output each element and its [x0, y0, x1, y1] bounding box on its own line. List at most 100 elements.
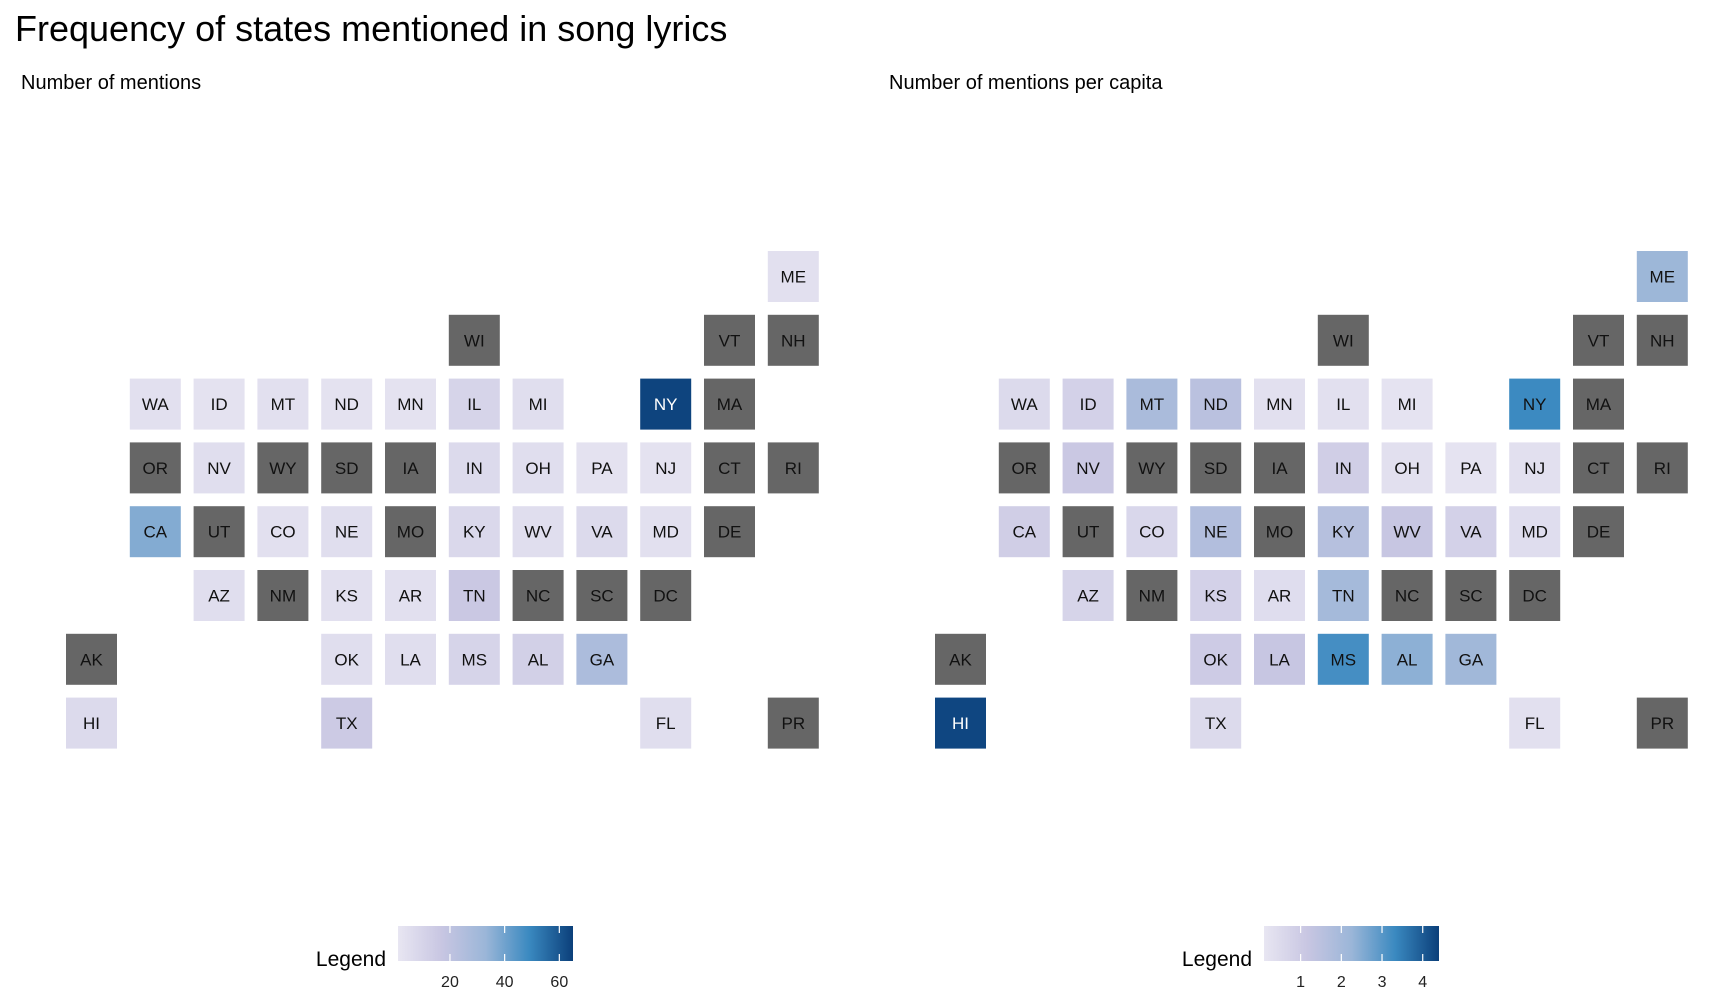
tile-label-wi: WI [464, 331, 485, 350]
tile-az [1062, 570, 1114, 621]
tile-label-ok: OK [334, 650, 359, 669]
tile-label-ok: OK [1203, 650, 1228, 669]
tile-ny [640, 378, 692, 430]
tile-hi [66, 697, 117, 749]
tile-label-oh: OH [1394, 459, 1420, 478]
tile-label-mn: MN [397, 395, 423, 414]
tile-label-ct: CT [718, 459, 741, 478]
tile-label-wv: WV [1393, 523, 1421, 542]
tile-nj [1509, 442, 1561, 494]
tile-ks [1190, 570, 1242, 621]
tile-ut [1062, 506, 1114, 558]
tile-az [193, 570, 245, 621]
tile-label-in: IN [466, 459, 483, 478]
tile-label-nv: NV [207, 459, 231, 478]
legend-tick-label: 60 [550, 974, 568, 991]
tile-label-nc: NC [1395, 587, 1420, 606]
tile-mn [385, 378, 436, 430]
tile-label-nd: ND [334, 395, 359, 414]
tile-label-il: IL [467, 395, 481, 414]
tile-nj [640, 442, 692, 494]
tile-in [448, 442, 500, 494]
tile-label-ks: KS [335, 587, 358, 606]
tile-wv [512, 506, 564, 558]
tile-label-pa: PA [1460, 459, 1482, 478]
tile-label-pr: PR [1650, 714, 1674, 733]
tile-ct [1573, 442, 1624, 494]
tile-fl [1509, 697, 1561, 749]
tile-label-ar: AR [399, 587, 423, 606]
tile-label-co: CO [270, 523, 296, 542]
tile-label-me: ME [781, 268, 807, 287]
tile-label-ms: MS [1331, 650, 1357, 669]
tile-label-oh: OH [525, 459, 551, 478]
tile-label-il: IL [1336, 395, 1350, 414]
tile-ne [1190, 506, 1242, 558]
tile-me [1636, 251, 1688, 302]
tile-wi [1317, 314, 1369, 366]
tile-label-mi: MI [1398, 395, 1417, 414]
tile-ok [321, 633, 373, 685]
tile-label-tn: TN [1332, 587, 1355, 606]
tile-label-sc: SC [590, 587, 614, 606]
tile-mi [1381, 378, 1433, 430]
tile-md [1509, 506, 1561, 558]
tile-label-ne: NE [1204, 523, 1228, 542]
tile-label-al: AL [1397, 650, 1418, 669]
tile-label-va: VA [1460, 523, 1482, 542]
tile-ma [1573, 378, 1624, 430]
tile-label-mo: MO [397, 523, 424, 542]
tile-il [1317, 378, 1369, 430]
tile-label-ny: NY [654, 395, 678, 414]
tile-label-pr: PR [781, 714, 805, 733]
tile-tn [1317, 570, 1369, 621]
tile-label-ms: MS [462, 650, 488, 669]
tile-label-nd: ND [1203, 395, 1228, 414]
tile-vt [704, 314, 755, 366]
tile-label-mo: MO [1266, 523, 1293, 542]
tile-label-ma: MA [717, 395, 743, 414]
tile-pa [576, 442, 628, 494]
tile-label-mt: MT [1140, 395, 1165, 414]
tile-label-wy: WY [1138, 459, 1165, 478]
tile-label-la: LA [400, 650, 421, 669]
tile-wy [257, 442, 309, 494]
tile-ok [1190, 633, 1242, 685]
tile-dc [1509, 570, 1561, 621]
tile-label-sd: SD [1204, 459, 1228, 478]
tile-wa [998, 378, 1050, 430]
tile-co [1126, 506, 1178, 558]
tile-de [1573, 506, 1624, 558]
tile-label-ne: NE [335, 523, 359, 542]
tile-mt [1126, 378, 1178, 430]
tile-label-wv: WV [524, 523, 552, 542]
legend-tick-label: 2 [1337, 974, 1346, 991]
tile-co [257, 506, 309, 558]
tile-id [1062, 378, 1114, 430]
tile-ks [321, 570, 373, 621]
legend-tick-label: 1 [1296, 974, 1305, 991]
tile-wv [1381, 506, 1433, 558]
tile-label-mn: MN [1266, 395, 1292, 414]
tile-label-dc: DC [1522, 587, 1547, 606]
tile-ia [385, 442, 436, 494]
tile-label-ak: AK [949, 650, 972, 669]
tile-label-ma: MA [1586, 395, 1612, 414]
tile-de [704, 506, 755, 558]
tile-label-ca: CA [1012, 523, 1036, 542]
tile-la [1254, 633, 1305, 685]
tile-label-ut: UT [1077, 523, 1100, 542]
tile-nc [1381, 570, 1433, 621]
tile-ri [1636, 442, 1688, 494]
tile-label-ri: RI [1654, 459, 1671, 478]
legend-tick-label: 20 [441, 974, 459, 991]
tile-label-nh: NH [781, 331, 806, 350]
tile-ga [1445, 633, 1497, 685]
tile-md [640, 506, 692, 558]
tile-label-mi: MI [529, 395, 548, 414]
tile-label-nv: NV [1076, 459, 1100, 478]
tile-label-md: MD [1521, 523, 1547, 542]
tile-in [1317, 442, 1369, 494]
tile-label-ct: CT [1587, 459, 1610, 478]
